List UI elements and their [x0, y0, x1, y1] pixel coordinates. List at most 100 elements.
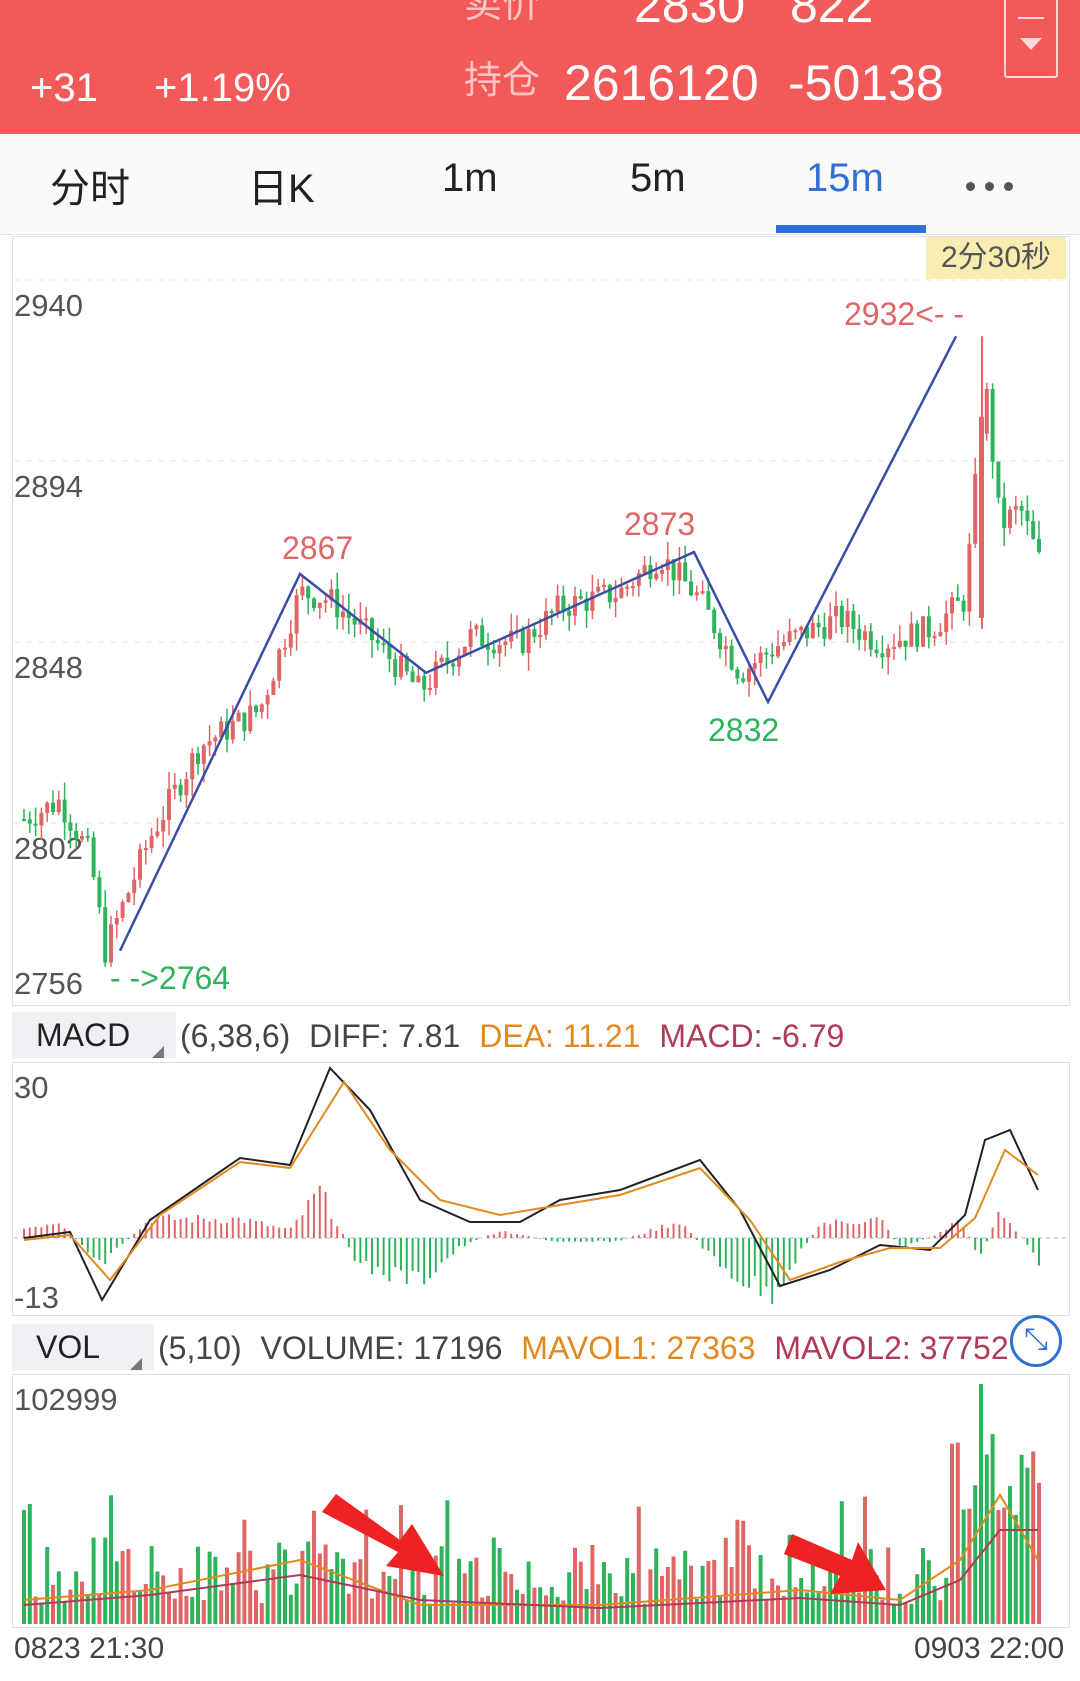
candle-body — [451, 663, 456, 667]
candle-body — [213, 737, 218, 742]
volume-bar — [254, 1590, 258, 1624]
candle-body — [486, 646, 490, 650]
volume-bar — [520, 1593, 525, 1624]
volume-bar — [201, 1599, 206, 1624]
volume-bar — [393, 1578, 398, 1624]
annotation-arrow-icon — [784, 1534, 886, 1594]
candle-body — [393, 659, 398, 677]
candle-body — [758, 652, 763, 664]
volume-bar — [857, 1592, 862, 1624]
candle-body — [230, 721, 235, 740]
volume-bar — [764, 1600, 769, 1624]
label-high-2932: 2932<- - — [844, 296, 965, 332]
candle-body — [677, 562, 682, 581]
label-low-2764: - ->2764 — [110, 960, 231, 996]
volume-bar — [770, 1578, 775, 1624]
volume-bar — [288, 1594, 293, 1624]
volume-bar — [22, 1509, 26, 1624]
volume-bar — [573, 1547, 577, 1624]
tab-timeshare[interactable]: 分时 — [50, 167, 130, 211]
candle-body — [526, 629, 531, 654]
candle-body — [294, 595, 299, 634]
volume-panel[interactable] — [12, 1374, 1070, 1628]
collapse-toggle-button[interactable] — [1004, 0, 1058, 78]
candle-body — [103, 907, 108, 963]
macd-indicator-button[interactable]: MACD — [12, 1012, 176, 1058]
candle-body — [422, 675, 427, 690]
candle-body — [578, 596, 583, 599]
vol-mavol2: MAVOL2: 37752 — [774, 1330, 1009, 1366]
candle-body — [68, 822, 73, 831]
candle-body — [288, 633, 293, 648]
volume-bar — [706, 1561, 711, 1624]
volume-bar — [700, 1565, 705, 1624]
volume-bar — [370, 1598, 374, 1624]
time-end: 0903 22:00 — [914, 1632, 1065, 1665]
volume-bar — [578, 1561, 583, 1624]
macd-diff: DIFF: 7.81 — [309, 1018, 461, 1054]
volume-bar — [776, 1585, 780, 1624]
volume-bar — [503, 1571, 508, 1624]
candle-body — [799, 626, 804, 631]
tab-15m[interactable]: 15m — [806, 156, 884, 200]
candle-body — [561, 595, 566, 611]
volume-bar — [103, 1537, 108, 1624]
candle-body — [491, 649, 496, 654]
candle-body — [62, 799, 67, 823]
ask-volume: 822 — [790, 0, 874, 33]
candle-body — [85, 835, 90, 838]
candle-body — [770, 654, 775, 657]
volume-bar — [410, 1568, 415, 1624]
open-interest-value: 2616120 — [564, 55, 759, 111]
volume-bar — [155, 1571, 160, 1624]
volume-bar — [27, 1504, 32, 1624]
candle-body — [225, 721, 229, 740]
volume-bar — [1037, 1482, 1041, 1624]
candle-body — [387, 643, 392, 660]
volume-bar — [892, 1603, 896, 1624]
volume-bar — [793, 1587, 798, 1624]
candle-body — [497, 645, 502, 654]
candle-body — [944, 613, 949, 633]
volume-bar — [45, 1546, 50, 1624]
more-dots-icon[interactable] — [966, 178, 1023, 196]
tab-5m[interactable]: 5m — [630, 156, 686, 200]
volume-bar — [364, 1509, 369, 1624]
candle-body — [259, 704, 264, 712]
macd-dea-line — [23, 1080, 1039, 1282]
volume-bar — [781, 1595, 786, 1624]
volume-bar — [358, 1559, 363, 1624]
volume-bar — [845, 1569, 850, 1624]
candle-body — [242, 712, 247, 732]
time-start: 0823 21:30 — [14, 1632, 165, 1665]
volume-bar — [248, 1550, 253, 1624]
macd-value: MACD: -6.79 — [659, 1018, 845, 1054]
volume-bar — [567, 1572, 572, 1624]
volume-bar — [230, 1583, 235, 1624]
candle-body — [602, 584, 606, 587]
volume-bar — [932, 1585, 937, 1624]
candle-body — [718, 633, 722, 650]
tab-daily-k[interactable]: 日K — [248, 167, 315, 211]
y-tick-2894: 2894 — [14, 469, 83, 504]
swap-indicator-icon[interactable]: ⤡ — [1010, 1315, 1062, 1367]
candle-body — [161, 819, 166, 832]
macd-panel[interactable] — [12, 1062, 1070, 1316]
tab-1m[interactable]: 1m — [442, 156, 498, 200]
volume-bar — [51, 1584, 55, 1624]
candle-body — [961, 600, 966, 612]
candle-body — [822, 627, 827, 639]
volume-bar — [851, 1591, 856, 1624]
candle-body — [39, 812, 44, 826]
candle-body — [248, 705, 253, 732]
countdown-timer: 2分30秒 — [926, 237, 1066, 279]
candle-body — [317, 602, 322, 608]
candle-body — [219, 721, 224, 738]
candle-body — [706, 591, 711, 610]
volume-bar — [80, 1581, 84, 1624]
candle-body — [45, 802, 50, 813]
volume-bar — [225, 1567, 229, 1624]
candle-body — [694, 592, 699, 596]
volume-bar — [886, 1547, 891, 1624]
volume-bar — [143, 1584, 148, 1624]
